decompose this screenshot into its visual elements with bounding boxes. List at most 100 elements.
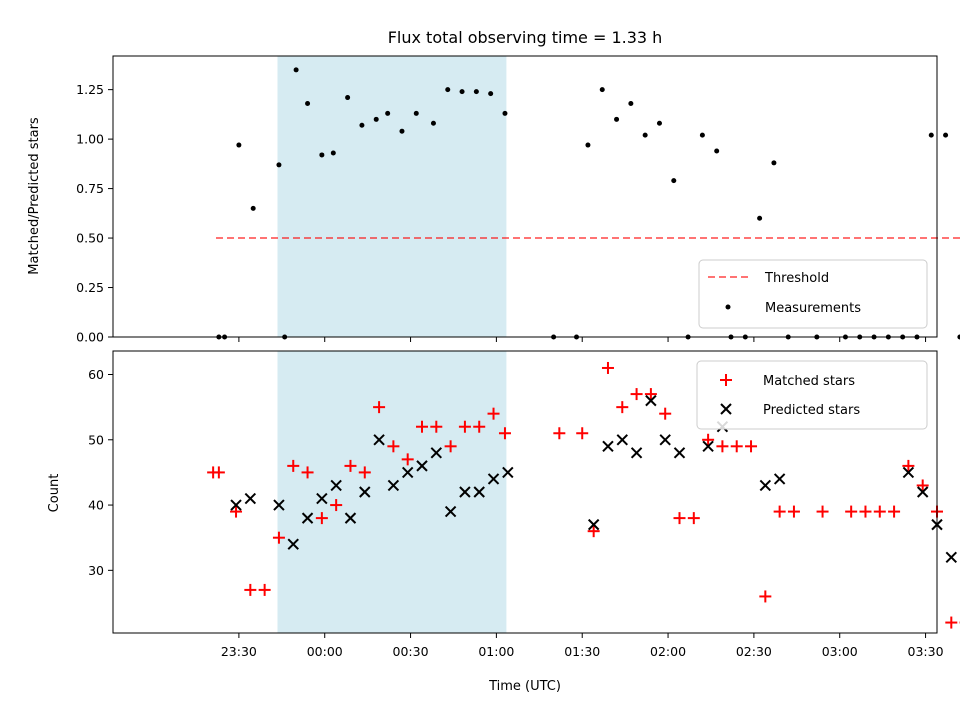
matched-stars-point [673, 512, 686, 525]
measurement-point [614, 116, 620, 122]
predicted-stars-point [444, 505, 457, 518]
measurement-point [250, 205, 256, 211]
matched-stars-point [773, 505, 786, 518]
predicted-stars-point [659, 434, 671, 446]
predicted-stars-point [373, 434, 385, 446]
x-tick-label: 02:00 [650, 644, 686, 659]
matched-stars-point [430, 420, 443, 433]
x-axis-label: Time (UTC) [488, 679, 561, 694]
measurement-point [502, 110, 508, 116]
x-tick-label: 03:00 [822, 644, 858, 659]
predicted-stars-point [416, 460, 428, 472]
measurement-point [445, 87, 451, 93]
legend-predicted-stars-label: Predicted stars [763, 403, 860, 418]
matched-stars-point [816, 505, 829, 518]
matched-stars-point [416, 420, 428, 433]
predicted-stars-point [916, 486, 929, 498]
measurement-point [459, 89, 465, 95]
measurement-point [330, 150, 336, 156]
measurement-point [276, 162, 282, 168]
y-tick-label: 30 [88, 563, 104, 578]
measurement-point [928, 132, 934, 138]
matched-stars-point [859, 505, 872, 518]
measurement-point [305, 100, 311, 106]
matched-stars-point [444, 440, 457, 453]
predicted-stars-point [301, 512, 314, 524]
matched-stars-point [487, 407, 500, 420]
y-tick-label: 0.25 [76, 280, 104, 295]
y-tick-label: 40 [88, 498, 104, 513]
predicted-stars-point [473, 486, 485, 498]
matched-stars-point [787, 505, 800, 518]
predicted-stars-point [330, 479, 342, 492]
matched-stars-point [759, 590, 772, 603]
y-tick-label: 1.00 [76, 132, 104, 147]
matched-stars-point [498, 427, 511, 440]
matched-stars-point [387, 440, 400, 453]
predicted-stars-point [502, 466, 514, 479]
matched-stars-point [730, 440, 743, 453]
measurement-point [714, 148, 720, 154]
measurement-point [430, 120, 436, 126]
top-panel-frame [112, 55, 938, 338]
predicted-stars-point [430, 447, 443, 459]
matched-stars-point [230, 505, 243, 518]
top-panel-legend: Threshold Measurements [698, 259, 928, 329]
measurement-point [642, 132, 648, 138]
predicted-stars-point [602, 440, 614, 453]
predicted-stars-point [616, 434, 628, 446]
measurement-point [293, 67, 299, 73]
predicted-stars-point [630, 447, 643, 459]
bottom-panel-counts: 23:30 00:00 00:30 01:00 01:30 02:00 02:30 03:00… [47, 350, 960, 659]
matched-stars-point [687, 512, 700, 525]
predicted-stars-point [230, 499, 242, 511]
matched-stars-point [873, 505, 886, 518]
matched-stars-point [358, 466, 371, 479]
matched-stars-point [344, 459, 357, 472]
measurement-point [488, 91, 494, 97]
matched-stars-point [745, 440, 758, 453]
matched-stars-point [458, 420, 471, 433]
x-tick-label: 00:30 [393, 644, 429, 659]
matched-stars-point [630, 388, 643, 401]
matched-stars-point [272, 531, 285, 544]
predicted-stars-point [387, 479, 400, 492]
measurement-point [771, 160, 777, 166]
observing-window-span [277, 351, 507, 633]
x-tick-label: 01:30 [564, 644, 600, 659]
matched-stars-point [702, 433, 715, 446]
measurement-point [943, 132, 949, 138]
matched-stars-point [644, 388, 657, 401]
legend-measurements-label: Measurements [765, 301, 861, 316]
predicted-stars-point [702, 440, 714, 453]
legend-predicted-stars-swatch [720, 403, 732, 415]
measurement-point [413, 110, 419, 116]
legend-measurements-swatch [725, 304, 731, 310]
chart-title: Flux total observing time = 1.33 h [388, 28, 663, 47]
matched-stars-point [258, 583, 271, 596]
x-tick-label: 00:00 [307, 644, 343, 659]
y-tick-label: 0.00 [76, 330, 104, 345]
y-tick-label: 50 [88, 432, 104, 447]
bottom-panel-frame [112, 350, 938, 634]
x-tick-label: 03:30 [908, 644, 944, 659]
top-panel-matched-predicted-ratio: 0.00 0.25 0.50 0.75 1.00 1.25 Matched/Predict… [27, 55, 960, 345]
legend-threshold-label: Threshold [764, 271, 829, 286]
matched-stars-point [553, 427, 566, 440]
y-tick-label: 0.50 [76, 231, 104, 246]
predicted-stars-point [459, 486, 471, 498]
measurement-point [699, 132, 705, 138]
matched-stars-point [659, 407, 672, 420]
measurement-point [585, 142, 591, 148]
measurement-point [628, 100, 634, 106]
predicted-stars-point [587, 518, 600, 531]
measurement-point [599, 87, 605, 93]
matched-stars-point [315, 512, 328, 525]
measurement-point [473, 89, 479, 95]
bottom-panel-legend: Matched stars Predicted stars [696, 360, 928, 430]
matched-stars-point [888, 505, 901, 518]
predicted-stars-point [401, 466, 414, 479]
predicted-stars-point [344, 512, 357, 524]
measurement-point [656, 120, 662, 126]
y-tick-label: 60 [88, 367, 104, 382]
